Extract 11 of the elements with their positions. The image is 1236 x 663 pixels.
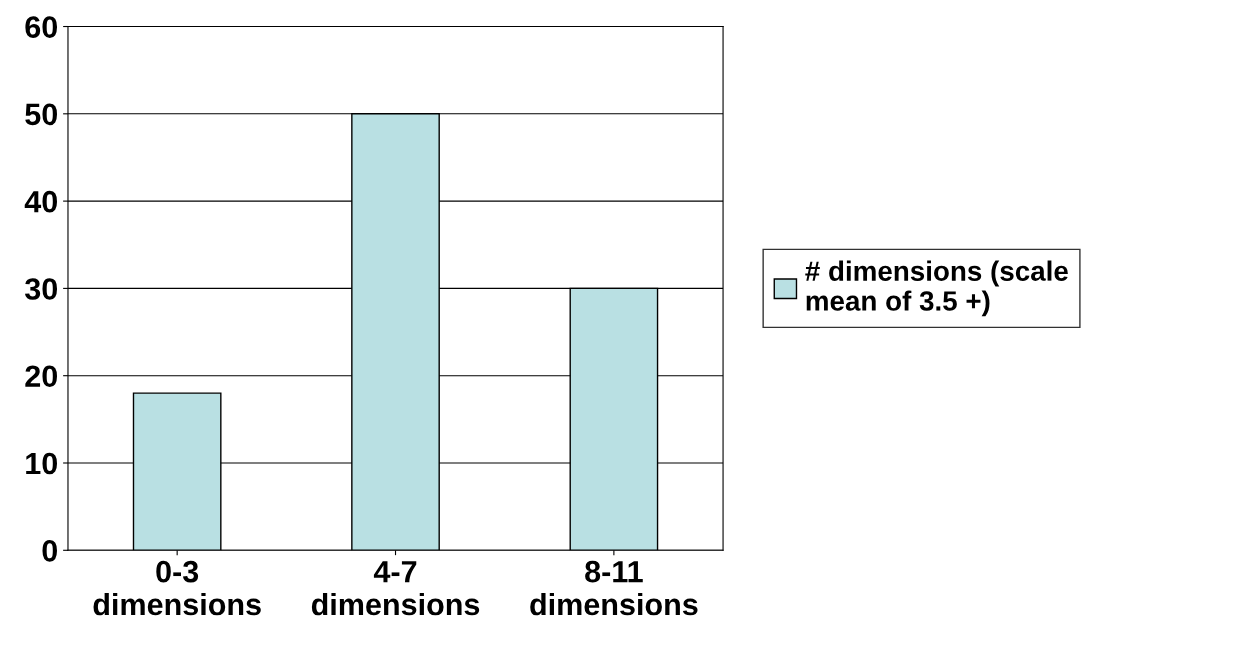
y-tick-label: 50 — [25, 103, 58, 126]
y-tick-label: 40 — [24, 190, 58, 213]
y-tick-label: 30 — [24, 278, 58, 300]
y-tick-label: 20 — [25, 365, 58, 388]
y-tick-label: 10 — [26, 452, 58, 475]
x-tick-label: 8-11 dimensions — [530, 560, 698, 616]
x-tick-label: 0-3 dimensions — [93, 560, 261, 616]
y-tick-label: 0 — [42, 540, 58, 562]
x-tick-label: 4-7 dimensions — [311, 561, 480, 616]
legend-label: # dimensions (scale mean of 3.5 +) — [805, 260, 1068, 317]
y-tick-label: 60 — [25, 16, 58, 38]
